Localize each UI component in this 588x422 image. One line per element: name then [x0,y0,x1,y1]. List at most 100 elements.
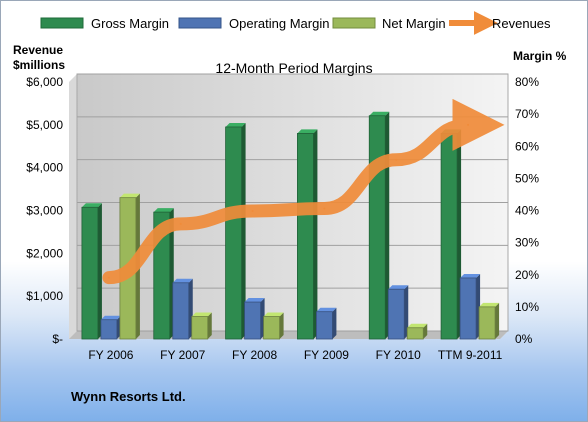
bar-gross-margin [297,129,318,340]
bar-top [263,312,284,317]
revenues-point [179,222,182,225]
revenues-point [323,207,326,210]
bar-face [459,277,477,340]
bar-operating-margin [100,315,121,340]
category-label: FY 2008 [232,348,277,362]
bar-side [385,111,390,339]
right-tick-label: 30% [515,236,539,250]
left-tick-label: $3,000 [26,204,63,218]
right-tick-label: 10% [515,300,539,314]
revenues-point [395,158,398,161]
bar-top [460,273,481,278]
revenues-point [107,276,110,279]
right-tick-label: 0% [515,332,533,346]
footer-company-name: Wynn Resorts Ltd. [71,389,186,404]
bar-face [478,306,496,340]
right-tick-label: 60% [515,139,539,153]
legend-label-revenues: Revenues [492,16,551,31]
left-tick-label: $1,000 [26,289,63,303]
bar-top [119,193,140,198]
bar-net-margin [478,302,500,340]
left-axis-title-line2: $millions [13,58,65,72]
category-label: FY 2006 [88,348,133,362]
legend-swatch-gross-margin [40,17,84,29]
left-tick-label: $6,000 [26,75,63,89]
revenues-point [467,123,470,126]
bar-side [241,122,246,339]
bar-face [368,115,386,340]
bar-operating-margin [244,298,265,340]
bar-face [81,206,99,340]
bar-face [172,282,190,340]
right-axis-title: Margin % [513,49,567,63]
bar-side [207,312,212,339]
bar-operating-margin [459,273,481,340]
bar-top [191,312,212,317]
bar-top [297,129,318,134]
legend-label-operating-margin: Operating Margin [229,16,329,31]
bar-top [244,298,265,303]
bar-face [387,288,405,340]
bar-face [440,132,458,340]
bar-face [244,301,261,340]
left-tick-label: $5,000 [26,118,63,132]
bars [81,111,500,340]
legend-swatch-operating-margin [178,17,222,29]
bar-face [297,132,314,340]
bar-face [263,316,280,340]
category-label: TTM 9-2011 [438,348,503,362]
bar-net-margin [263,312,284,340]
legend: Gross Margin Operating Margin Net Margin… [40,11,551,35]
legend-swatch-net-margin [332,17,376,29]
legend-label-gross-margin: Gross Margin [91,16,169,31]
category-labels: FY 2006 FY 2007 FY 2008 FY 2009 FY 2010 TTM 9… [88,348,502,362]
bar-side [332,307,337,339]
right-axis-ticks: 0% 10% 20% 30% 40% 50% 60% 70% 80% [515,75,539,346]
chart-title: 12-Month Period Margins [215,60,372,76]
bar-gross-margin [81,203,102,340]
left-axis-title-line1: Revenue [13,43,63,57]
bar-gross-margin [440,129,462,340]
left-tick-label: $- [52,332,63,346]
revenues-point [251,210,254,213]
left-axis-ticks: $- $1,000 $2,000 $3,000 $4,000 $5,000 $6,000 [26,75,63,346]
bar-gross-margin [368,111,390,340]
right-tick-label: 40% [515,204,539,218]
bar-operating-margin [387,285,409,340]
right-tick-label: 50% [515,171,539,185]
revenues-line [102,98,505,285]
bar-face [225,126,242,340]
right-tick-label: 20% [515,268,539,282]
bar-top [369,111,390,116]
bar-operating-margin [316,307,337,340]
bar-face [191,316,209,340]
bar-net-margin [191,312,212,340]
right-tick-label: 80% [515,75,539,89]
bar-top [172,278,193,283]
bar-side [404,285,409,339]
bar-side [97,203,102,339]
legend-label-net-margin: Net Margin [382,16,446,31]
bar-side [423,323,428,339]
bar-top [100,315,121,320]
bar-top [153,208,174,213]
bar-side [495,302,500,339]
bar-top [388,285,409,290]
bar-operating-margin [172,278,193,340]
bar-side [313,129,318,339]
revenues-series [102,98,505,285]
bar-top [316,307,337,312]
bar-gross-margin [225,122,246,340]
right-tick-label: 70% [515,107,539,121]
left-tick-label: $2,000 [26,246,63,260]
category-label: FY 2007 [160,348,205,362]
left-tick-label: $4,000 [26,161,63,175]
bar-face [100,319,118,340]
bar-face [316,311,333,340]
bar-face [406,327,424,340]
bar-top [81,203,102,208]
bar-net-margin [406,323,428,340]
category-label: FY 2009 [304,348,349,362]
